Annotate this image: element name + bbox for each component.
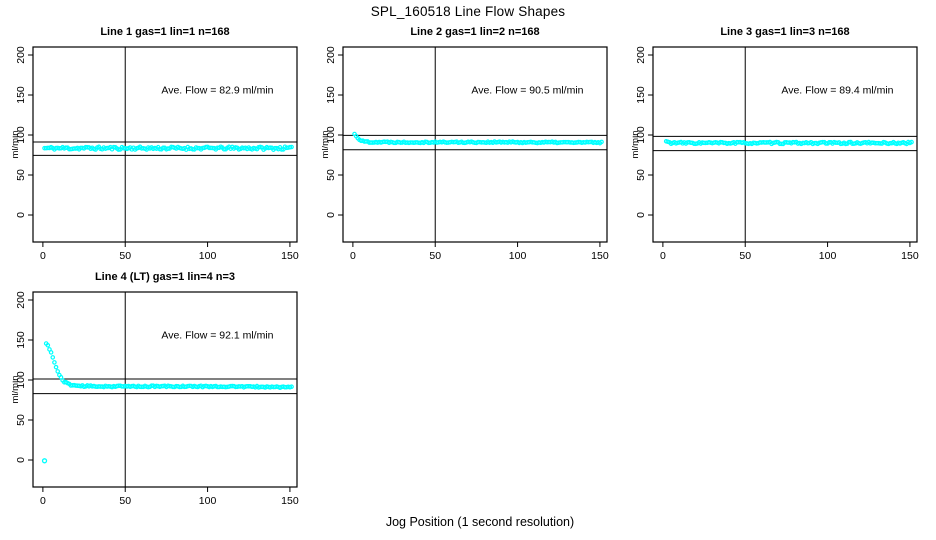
x-tick-label: 150 [901,250,919,262]
data-points [663,139,914,147]
y-tick-label: 50 [325,169,337,181]
data-points [42,144,294,152]
plot-svg-line-4: Line 4 (LT) gas=1 lin=4 n=3 0 50 100 150 0 50 1… [12,271,299,507]
ave-flow-annotation: Ave. Flow = 90.5 ml/min [471,84,583,96]
x-tick-label: 0 [40,250,46,262]
y-axis-unit-label: ml/min [12,131,21,159]
panel-line-4: Line 4 (LT) gas=1 lin=4 n=3 0 50 100 150 0 50 1… [12,267,317,512]
reference-lines [343,47,607,242]
y-tick-label: 200 [15,46,27,64]
y-tick-label: 0 [15,457,27,463]
y-tick-label: 100 [325,126,337,144]
y-tick-label: 150 [635,86,647,104]
y-axis-unit-label: ml/min [632,131,641,159]
outlier-point [41,458,48,464]
reference-lines [33,292,297,487]
axes: 0 50 100 150 0 50 100 150 200 ml/min [632,46,919,262]
ave-flow-annotation: Ave. Flow = 92.1 ml/min [161,329,273,341]
x-tick-label: 0 [40,495,46,507]
y-axis-unit-label: ml/min [12,376,21,404]
y-tick-label: 0 [635,212,647,218]
plot-svg-line-1: Line 1 gas=1 lin=1 n=168 0 50 100 150 0 50 100 1… [12,26,299,262]
x-tick-label: 0 [660,250,666,262]
y-tick-label: 200 [15,291,27,309]
y-tick-label: 100 [15,371,27,389]
x-tick-label: 100 [819,250,837,262]
x-tick-label: 100 [199,250,217,262]
y-tick-label: 150 [15,86,27,104]
plot-border [32,46,298,243]
y-tick-label: 100 [15,126,27,144]
y-tick-label: 200 [325,46,337,64]
plot-border [32,291,298,488]
data-points [41,341,294,464]
y-tick-label: 150 [15,331,27,349]
axes: 0 50 100 150 0 50 100 150 200 ml/min [322,46,609,262]
y-tick-label: 50 [15,169,27,181]
y-tick-label: 50 [15,414,27,426]
panel-title: Line 4 (LT) gas=1 lin=4 n=3 [95,271,235,283]
y-tick-label: 50 [635,169,647,181]
y-tick-label: 0 [15,212,27,218]
x-tick-label: 150 [591,250,609,262]
y-tick-label: 0 [325,212,337,218]
ave-flow-annotation: Ave. Flow = 82.9 ml/min [161,84,273,96]
ave-flow-annotation: Ave. Flow = 89.4 ml/min [781,84,893,96]
panel-title: Line 1 gas=1 lin=1 n=168 [100,26,229,38]
panel-line-3: Line 3 gas=1 lin=3 n=168 0 50 100 150 0 50 100 1… [632,22,936,267]
y-tick-label: 200 [635,46,647,64]
y-axis-unit-label: ml/min [322,131,331,159]
y-tick-label: 150 [325,86,337,104]
x-tick-label: 50 [119,495,131,507]
data-points [352,131,604,146]
x-tick-label: 100 [199,495,217,507]
panel-line-1: Line 1 gas=1 lin=1 n=168 0 50 100 150 0 50 100 1… [12,22,317,267]
y-tick-label: 100 [635,126,647,144]
panel-title: Line 3 gas=1 lin=3 n=168 [720,26,849,38]
x-tick-label: 150 [281,250,299,262]
x-tick-label: 50 [429,250,441,262]
x-axis-label: Jog Position (1 second resolution) [385,515,575,529]
x-tick-label: 100 [509,250,527,262]
x-tick-label: 150 [281,495,299,507]
axes: 0 50 100 150 0 50 100 150 200 ml/min [12,291,299,507]
main-title: SPL_160518 Line Flow Shapes [370,4,566,19]
plot-border [652,46,918,243]
x-tick-label: 50 [119,250,131,262]
plot-border [342,46,608,243]
reference-lines [33,47,297,242]
plot-svg-line-2: Line 2 gas=1 lin=2 n=168 0 50 100 150 0 50 100 1… [322,26,609,262]
x-tick-label: 50 [739,250,751,262]
plot-svg-line-3: Line 3 gas=1 lin=3 n=168 0 50 100 150 0 50 100 1… [632,26,919,262]
x-tick-label: 0 [350,250,356,262]
panel-title: Line 2 gas=1 lin=2 n=168 [410,26,539,38]
panel-line-2: Line 2 gas=1 lin=2 n=168 0 50 100 150 0 50 100 1… [322,22,627,267]
axes: 0 50 100 150 0 50 100 150 200 ml/min [12,46,299,262]
